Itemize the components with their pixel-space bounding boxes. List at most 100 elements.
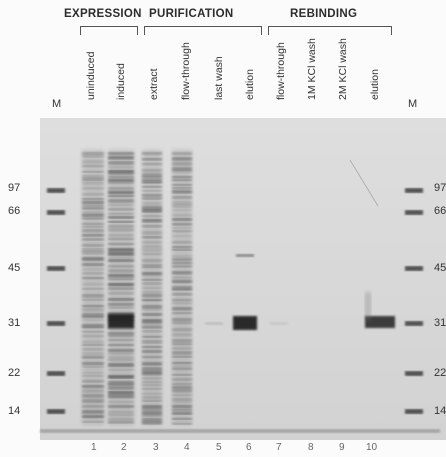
protein-band [108, 312, 134, 316]
protein-band [82, 327, 104, 329]
mw-label-right: 66 [434, 205, 446, 217]
protein-band [108, 152, 134, 156]
protein-band [82, 211, 104, 215]
lane-number: 6 [246, 442, 252, 453]
protein-band [142, 388, 162, 390]
gel-lanes [40, 150, 440, 433]
lane-label: extract [148, 68, 160, 100]
protein-band [82, 175, 104, 179]
protein-band [108, 384, 134, 388]
protein-band [108, 339, 134, 342]
protein-band [172, 408, 192, 412]
marker-band [47, 321, 65, 326]
protein-band [108, 387, 134, 390]
protein-band [108, 352, 134, 355]
protein-band [82, 214, 104, 217]
elution-band [233, 316, 257, 330]
protein-band [142, 421, 162, 425]
protein-band [142, 267, 162, 269]
protein-band [142, 409, 162, 413]
protein-band [142, 287, 162, 290]
protein-band [172, 286, 192, 290]
group-label-expression: EXPRESSION [64, 8, 142, 20]
protein-band [172, 339, 192, 343]
lane-label: elution [369, 69, 381, 100]
mw-label-left: 14 [8, 405, 21, 417]
protein-band [82, 324, 104, 328]
protein-band [142, 272, 162, 276]
protein-band [108, 179, 134, 182]
protein-band [142, 186, 162, 188]
protein-band [142, 305, 162, 309]
protein-band [172, 293, 192, 296]
protein-band [108, 228, 134, 232]
protein-band [82, 372, 104, 374]
protein-band [172, 271, 192, 275]
protein-band [172, 152, 192, 156]
gel-scratch [349, 159, 379, 207]
lane-label: 2M KCl wash [337, 38, 349, 100]
lane-label: flow-through [275, 42, 287, 100]
protein-band [108, 199, 134, 203]
protein-band [108, 208, 134, 211]
protein-band [172, 322, 192, 324]
lane-label: flow-through [180, 42, 192, 100]
mw-label-left: 45 [8, 262, 21, 274]
lane-number: 5 [216, 442, 222, 453]
protein-band [108, 256, 134, 259]
protein-band [142, 377, 162, 380]
protein-band [108, 156, 134, 160]
lane-number: 2 [121, 442, 127, 453]
mw-label-left: 66 [8, 205, 21, 217]
protein-band [82, 348, 104, 351]
protein-band [82, 244, 104, 247]
protein-band [108, 401, 134, 404]
protein-band [108, 191, 134, 194]
protein-band [172, 230, 192, 233]
protein-band [142, 367, 162, 370]
protein-band [142, 163, 162, 166]
protein-band [82, 335, 104, 338]
dye-front [40, 429, 440, 433]
protein-band [108, 243, 134, 246]
protein-band [172, 167, 192, 171]
protein-band [108, 397, 134, 399]
protein-band [172, 394, 192, 397]
protein-band [172, 299, 192, 302]
protein-band [172, 374, 192, 376]
protein-band [108, 278, 134, 280]
protein-band [82, 238, 104, 241]
protein-band [172, 190, 192, 194]
protein-band [172, 365, 192, 369]
protein-band [142, 381, 162, 383]
bracket-expression [80, 26, 138, 35]
protein-band [82, 399, 104, 403]
protein-band [82, 268, 104, 271]
protein-band [142, 356, 162, 359]
protein-band [82, 313, 104, 317]
protein-band [82, 201, 104, 204]
marker-band [47, 371, 65, 376]
protein-band [172, 347, 192, 350]
protein-band [108, 221, 134, 223]
protein-band [142, 418, 162, 422]
protein-band [142, 194, 162, 197]
protein-band [82, 341, 104, 343]
protein-band [142, 182, 162, 184]
protein-band [142, 346, 162, 349]
protein-band [142, 370, 162, 374]
protein-band [82, 272, 104, 275]
protein-band [82, 305, 104, 308]
lane-number: 7 [276, 442, 282, 453]
protein-band [142, 219, 162, 223]
protein-band [172, 179, 192, 182]
mw-label-right: 97 [434, 182, 446, 194]
protein-band [82, 204, 104, 207]
protein-band [172, 378, 192, 382]
protein-band [172, 423, 192, 425]
mw-label-right: 14 [434, 405, 446, 417]
protein-band [172, 276, 192, 280]
protein-band [108, 287, 134, 290]
lane-label: last wash [213, 56, 225, 100]
protein-band [142, 362, 162, 366]
